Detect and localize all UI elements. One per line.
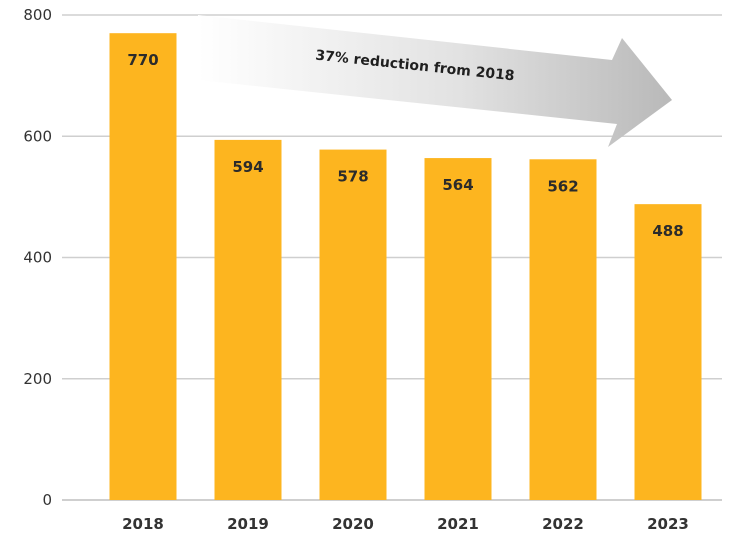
- y-tick-label: 200: [23, 370, 52, 388]
- bar-value-label: 562: [547, 177, 578, 195]
- x-tick-label: 2019: [227, 515, 269, 533]
- bar-2023: [635, 204, 702, 500]
- x-tick-label: 2023: [647, 515, 689, 533]
- bar-2019: [215, 140, 282, 500]
- bar-value-label: 770: [127, 51, 158, 69]
- x-axis-ticks: 2018 2019 2020 2021 2022 2023: [122, 515, 689, 533]
- bar-2020: [320, 150, 387, 500]
- y-tick-label: 800: [23, 6, 52, 24]
- bar-value-label: 564: [442, 176, 473, 194]
- x-tick-label: 2018: [122, 515, 164, 533]
- bar-2022: [530, 159, 597, 500]
- bar-value-label: 488: [652, 222, 683, 240]
- bar-2018: [110, 33, 177, 500]
- bar-value-label: 594: [232, 158, 263, 176]
- reduction-arrow: [198, 15, 672, 147]
- bar-value-label: 578: [337, 168, 368, 186]
- bar-2021: [425, 158, 492, 500]
- y-tick-label: 400: [23, 249, 52, 267]
- x-tick-label: 2020: [332, 515, 374, 533]
- y-tick-label: 0: [42, 491, 52, 509]
- x-tick-label: 2021: [437, 515, 479, 533]
- x-tick-label: 2022: [542, 515, 584, 533]
- y-axis-ticks: 0 200 400 600 800: [23, 6, 52, 509]
- y-tick-label: 600: [23, 127, 52, 145]
